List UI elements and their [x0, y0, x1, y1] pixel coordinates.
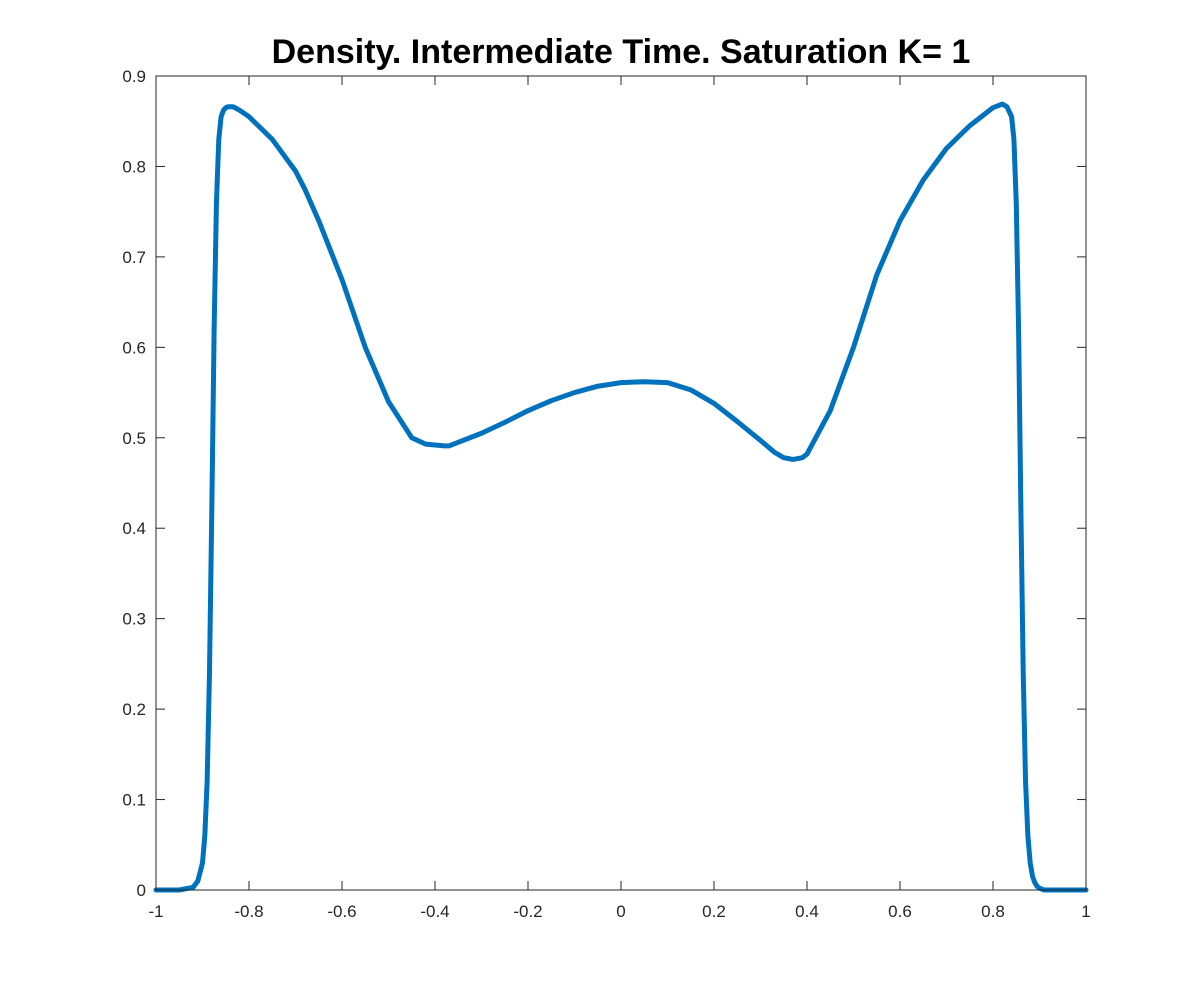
axes-box — [155, 75, 1087, 891]
y-tick-label: 0.2 — [122, 700, 146, 719]
y-tick-label: 0.8 — [122, 157, 146, 176]
x-tick-label: -0.2 — [513, 902, 542, 921]
y-tick-label: 0.6 — [122, 338, 146, 357]
y-tick-label: 0 — [137, 881, 146, 900]
x-tick-label: -0.6 — [327, 902, 356, 921]
y-tick-label: 0.7 — [122, 248, 146, 267]
density-line — [153, 101, 1089, 893]
x-tick-label: 0.4 — [795, 902, 819, 921]
y-tick-label: 0.3 — [122, 610, 146, 629]
x-tick-label: 0 — [616, 902, 625, 921]
x-tick-label: 0.6 — [888, 902, 912, 921]
x-tick-label: 1 — [1081, 902, 1090, 921]
chart-title: Density. Intermediate Time. Saturation K… — [272, 33, 971, 71]
y-tick-label: 0.1 — [122, 791, 146, 810]
x-tick-label: -0.8 — [234, 902, 263, 921]
y-tick-label: 0.4 — [122, 519, 146, 538]
y-tick-label: 0.5 — [122, 429, 146, 448]
x-tick-label: -0.4 — [420, 902, 449, 921]
series-group — [153, 101, 1089, 893]
x-tick-label: 0.2 — [702, 902, 726, 921]
y-tick-label: 0.9 — [122, 67, 146, 86]
x-tick-label: -1 — [148, 902, 163, 921]
plot-area — [156, 76, 1086, 890]
x-tick-label: 0.8 — [981, 902, 1005, 921]
axis-tick-labels: -1 -0.8 -0.6 -0.4 -0.2 0 0.2 0.4 0.6 0.8 1 0 0.1 0.2 0… — [122, 67, 1090, 921]
